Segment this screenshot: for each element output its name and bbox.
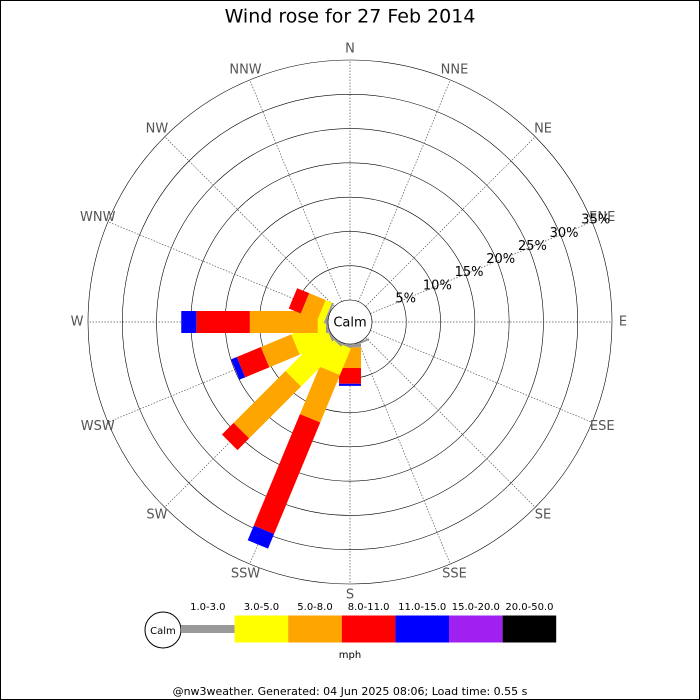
spoke — [365, 136, 536, 307]
legend-swatch — [449, 615, 503, 643]
direction-label: SSE — [442, 567, 467, 582]
legend-swatch — [288, 615, 342, 643]
spoke — [358, 79, 451, 302]
legend-label: 15.0-20.0 — [452, 602, 500, 613]
r-tick-label: 25% — [518, 239, 547, 254]
legend-label: 11.0-15.0 — [398, 602, 446, 613]
footer: @nw3weather. Generated: 04 Jun 2025 08:0… — [173, 685, 528, 698]
r-tick-label: 30% — [550, 226, 579, 241]
legend-label: 20.0-50.0 — [505, 602, 553, 613]
direction-label: SW — [146, 508, 167, 523]
spoke — [107, 221, 330, 314]
legend-swatch — [502, 615, 557, 643]
bar-segment — [323, 302, 334, 324]
direction-label: SSW — [231, 567, 261, 582]
legend-swatch — [341, 615, 396, 643]
bar-segment — [260, 334, 300, 368]
direction-label: WSW — [81, 419, 115, 434]
bar-segment — [288, 288, 310, 314]
bar-segment — [221, 422, 250, 451]
bar-segment — [300, 293, 326, 321]
legend-swatch — [234, 615, 289, 643]
grid-ring — [87, 59, 613, 585]
chart-title: Wind rose for 27 Feb 2014 — [225, 6, 476, 28]
grid-ring — [121, 93, 579, 551]
direction-label: SE — [535, 508, 551, 523]
spoke — [358, 342, 451, 565]
bar-segment — [231, 356, 246, 380]
spoke — [370, 221, 593, 314]
direction-label: W — [71, 315, 84, 330]
legend-label: 5.0-8.0 — [297, 602, 332, 613]
r-tick-label: 5% — [395, 291, 416, 306]
spoke — [365, 337, 536, 508]
legend-swatch — [181, 625, 235, 633]
direction-label: ESE — [590, 419, 615, 434]
bar-segment — [196, 311, 250, 333]
legend-calm-label: Calm — [150, 626, 176, 637]
legend-label: 3.0-5.0 — [244, 602, 279, 613]
spoke — [164, 136, 335, 307]
bar-segment — [285, 331, 341, 387]
direction-label: NNW — [229, 62, 261, 77]
bar-segment — [253, 414, 321, 535]
direction-label: NE — [534, 121, 552, 136]
legend-swatch — [395, 615, 449, 643]
r-tick-label: 20% — [486, 252, 515, 267]
bar-segment — [249, 311, 318, 333]
r-tick-label: 10% — [423, 278, 452, 293]
direction-label: ENE — [589, 210, 615, 225]
bar-segment — [247, 525, 275, 549]
calm-circle — [327, 299, 373, 345]
direction-label: S — [346, 588, 354, 603]
spoke — [370, 330, 593, 423]
legend-label: 8.0-11.0 — [348, 602, 390, 613]
direction-label: E — [619, 315, 627, 330]
r-tick-label: 15% — [455, 265, 484, 280]
spoke — [249, 79, 342, 302]
direction-label: N — [345, 42, 355, 57]
bar-segment — [339, 368, 361, 384]
direction-label: WNW — [80, 210, 116, 225]
bar-segment — [339, 383, 361, 386]
bar-segment — [236, 347, 270, 378]
bar-segment — [299, 366, 340, 423]
bar-segment — [233, 370, 302, 439]
bar-segment — [317, 300, 332, 323]
legend-label: 1.0-3.0 — [190, 602, 225, 613]
direction-label: NNE — [441, 62, 469, 77]
bar-segment — [181, 311, 197, 333]
r-tick-label: 35% — [581, 213, 610, 228]
legend-unit: mph — [339, 650, 361, 661]
calm-label: Calm — [333, 316, 366, 331]
direction-label: NW — [146, 121, 169, 136]
